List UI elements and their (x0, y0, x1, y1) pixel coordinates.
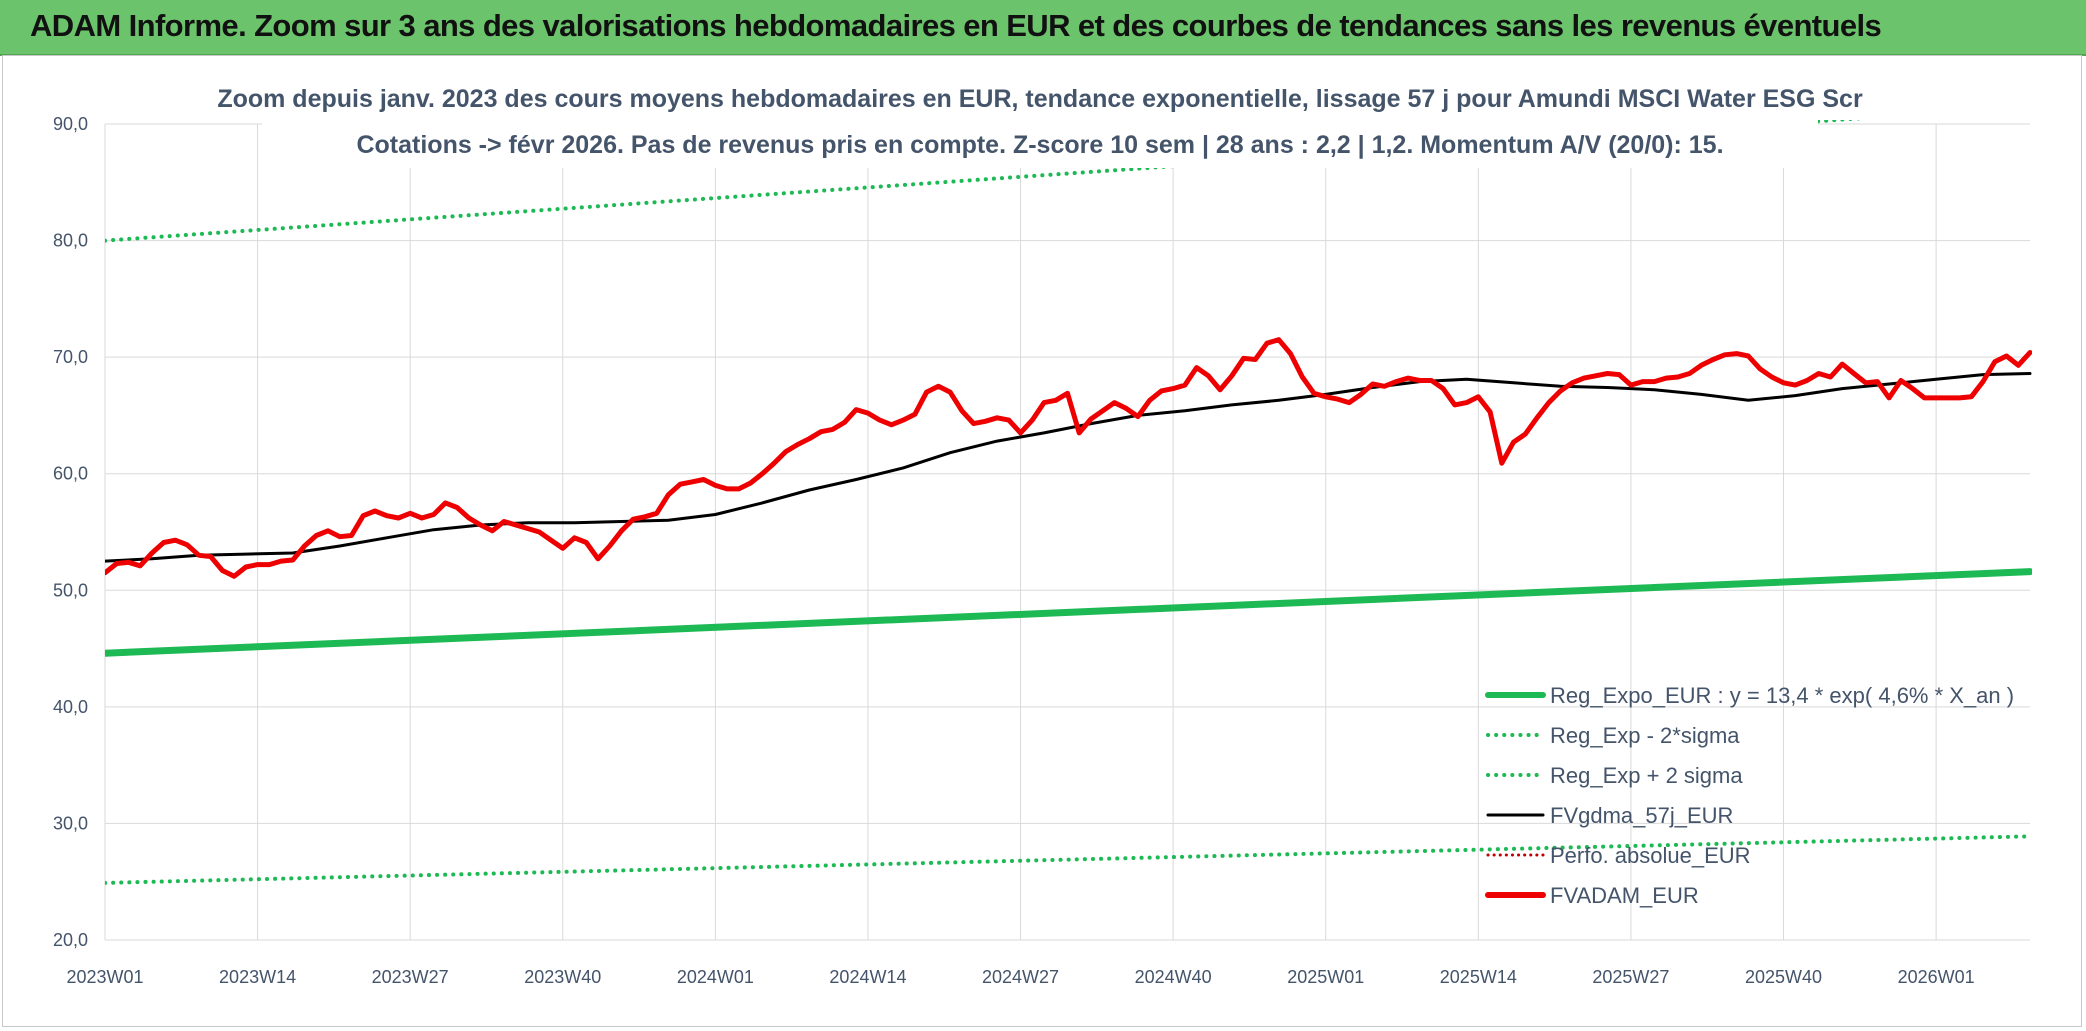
x-tick-label: 2026W01 (1898, 967, 1975, 987)
series-line-1 (105, 834, 2032, 885)
legend-label: Reg_Exp - 2*sigma (1550, 723, 1740, 748)
y-tick-label: 90,0 (53, 114, 88, 134)
y-tick-label: 30,0 (53, 813, 88, 833)
x-tick-label: 2025W27 (1592, 967, 1669, 987)
legend-label: FVgdma_57j_EUR (1550, 803, 1733, 828)
series-line-3 (105, 372, 2032, 563)
legend-label: Reg_Expo_EUR : y = 13,4 * exp( 4,6% * X_… (1550, 683, 2014, 708)
x-tick-label: 2023W40 (524, 967, 601, 987)
y-tick-label: 20,0 (53, 930, 88, 950)
x-tick-label: 2023W01 (66, 967, 143, 987)
series-line-0 (105, 568, 2032, 657)
report-title: ADAM Informe. Zoom sur 3 ans des valoris… (30, 8, 1882, 43)
y-tick-label: 50,0 (53, 580, 88, 600)
y-axis-labels: 20,0 30,0 40,0 50,0 60,0 70,0 80,0 90,0 (53, 114, 88, 950)
legend-label: FVADAM_EUR (1550, 883, 1699, 908)
x-tick-label: 2024W01 (677, 967, 754, 987)
grid (104, 123, 2030, 941)
x-tick-label: 2023W27 (372, 967, 449, 987)
legend-label: Reg_Exp + 2 sigma (1550, 763, 1743, 788)
legend: Reg_Expo_EUR : y = 13,4 * exp( 4,6% * X_… (1485, 683, 2014, 908)
x-tick-label: 2024W14 (829, 967, 906, 987)
y-tick-label: 70,0 (53, 347, 88, 367)
x-tick-label: 2024W27 (982, 967, 1059, 987)
chart-frame (2, 55, 2082, 1027)
x-axis-labels: 2023W01 2023W14 2023W27 2023W40 2024W01 2024W… (66, 967, 1974, 987)
y-tick-label: 60,0 (53, 464, 88, 484)
title-backdrop (262, 78, 1818, 168)
chart-subtitle: Cotations -> févr 2026. Pas de revenus p… (356, 131, 1723, 159)
x-tick-label: 2025W01 (1287, 967, 1364, 987)
series-lines (105, 120, 2032, 885)
y-tick-label: 80,0 (53, 231, 88, 251)
x-tick-label: 2025W14 (1440, 967, 1517, 987)
x-tick-label: 2025W40 (1745, 967, 1822, 987)
y-tick-label: 40,0 (53, 697, 88, 717)
series-line-2 (105, 120, 1865, 243)
x-tick-label: 2023W14 (219, 967, 296, 987)
series-line-5 (105, 337, 2032, 579)
chart-title: Zoom depuis janv. 2023 des cours moyens … (217, 85, 1863, 113)
report-banner: ADAM Informe. Zoom sur 3 ans des valoris… (0, 0, 2086, 56)
legend-label: Perfo. absolue_EUR (1550, 843, 1751, 868)
x-tick-label: 2024W40 (1135, 967, 1212, 987)
